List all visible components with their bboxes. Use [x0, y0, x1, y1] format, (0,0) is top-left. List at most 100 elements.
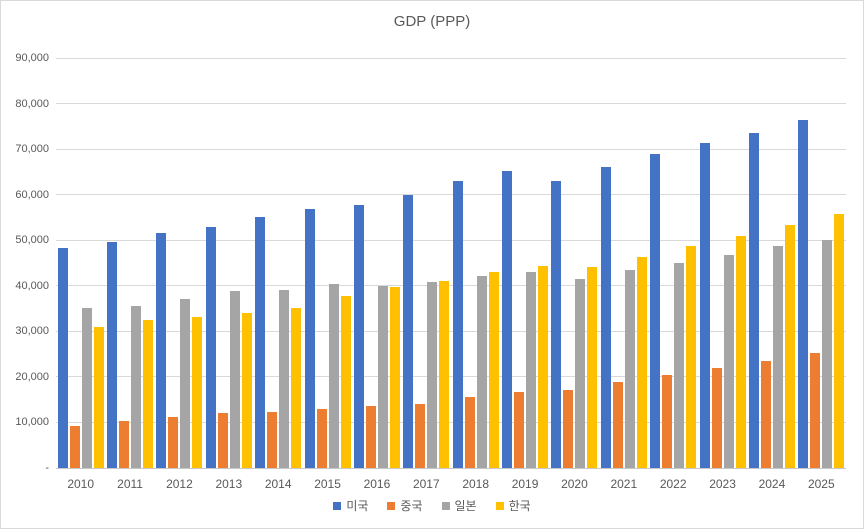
bar-한국-2023 — [735, 235, 746, 468]
bar-일본-2013 — [229, 290, 240, 468]
bar-한국-2018 — [488, 272, 499, 468]
y-axis-tick-label: - — [45, 462, 49, 474]
x-axis-label: 2024 — [758, 477, 786, 491]
bar-한국-2011 — [143, 319, 154, 468]
bar-미국-2022 — [650, 153, 661, 468]
legend-item-미국: 미국 — [333, 497, 368, 514]
bar-미국-2020 — [551, 181, 562, 468]
chart-title: GDP (PPP) — [393, 13, 471, 30]
legend-marker-icon — [495, 501, 504, 510]
bar-일본-2025 — [822, 240, 833, 468]
x-axis-label: 2011 — [117, 477, 143, 491]
bar-중국-2010 — [69, 426, 80, 468]
bar-중국-2018 — [464, 396, 475, 468]
y-axis-tick-label: 50,000 — [15, 234, 49, 247]
legend-marker-icon — [387, 501, 396, 510]
bar-한국-2025 — [834, 214, 845, 468]
bar-일본-2024 — [772, 246, 783, 468]
bar-미국-2010 — [57, 248, 68, 468]
bar-한국-2021 — [636, 256, 647, 468]
bar-일본-2014 — [279, 289, 290, 468]
x-axis-label: 2015 — [314, 477, 341, 491]
bar-미국-2012 — [156, 233, 167, 468]
y-axis-tick-label: 40,000 — [15, 279, 49, 292]
bar-한국-2022 — [686, 245, 697, 468]
bar-미국-2019 — [502, 170, 513, 468]
gridline — [56, 57, 846, 59]
legend-label: 일본 — [454, 499, 477, 513]
legend-item-한국: 한국 — [495, 497, 531, 514]
y-axis-tick-label: 10,000 — [15, 416, 49, 429]
x-axis-label: 2012 — [166, 477, 193, 491]
bar-중국-2024 — [760, 360, 771, 468]
bar-한국-2019 — [538, 265, 549, 468]
bar-일본-2022 — [674, 262, 685, 468]
y-axis-tick-label: 90,000 — [15, 52, 49, 64]
gridline — [56, 285, 846, 287]
legend-label: 미국 — [346, 499, 369, 513]
y-axis-tick-label: 30,000 — [15, 325, 49, 338]
bar-미국-2016 — [353, 204, 364, 468]
bar-미국-2017 — [403, 194, 414, 468]
bar-한국-2016 — [389, 287, 400, 468]
bar-일본-2011 — [131, 306, 142, 468]
x-axis-label: 2017 — [412, 477, 440, 491]
bar-일본-2023 — [723, 255, 734, 468]
bar-일본-2021 — [624, 269, 635, 468]
gridline — [56, 194, 846, 196]
gridline — [56, 376, 846, 378]
x-axis-line — [56, 468, 846, 469]
bar-한국-2020 — [587, 266, 598, 468]
bar-한국-2015 — [340, 295, 351, 468]
bar-한국-2010 — [93, 326, 104, 468]
bar-중국-2012 — [168, 416, 179, 468]
bar-미국-2024 — [748, 132, 759, 468]
x-axis-label: 2016 — [363, 477, 391, 491]
gridline — [56, 239, 846, 241]
bar-미국-2014 — [255, 217, 266, 468]
gridline — [56, 148, 846, 150]
bar-한국-2017 — [439, 281, 450, 468]
bar-일본-2012 — [180, 298, 191, 468]
bar-일본-2016 — [377, 285, 388, 468]
x-axis-label: 2018 — [462, 477, 490, 491]
legend-item-일본: 일본 — [441, 497, 477, 514]
bar-중국-2025 — [810, 353, 821, 468]
x-axis-label: 2013 — [215, 477, 243, 491]
x-axis-label: 2010 — [67, 477, 95, 491]
bar-일본-2018 — [476, 275, 487, 468]
bar-한국-2013 — [241, 312, 252, 468]
gridline — [56, 103, 846, 105]
bar-일본-2019 — [526, 271, 537, 468]
legend-label: 중국 — [400, 499, 423, 513]
x-axis-label: 2022 — [659, 477, 687, 491]
bar-중국-2015 — [316, 409, 327, 468]
x-axis-label: 2025 — [807, 477, 835, 491]
bar-중국-2021 — [612, 381, 623, 468]
x-axis-label: 2021 — [610, 477, 638, 491]
legend-marker-icon — [441, 501, 450, 510]
legend: 미국 중국 일본 한국 — [1, 497, 863, 514]
bar-한국-2012 — [192, 316, 203, 468]
bar-중국-2011 — [119, 421, 130, 468]
bar-한국-2024 — [784, 225, 795, 468]
x-axis-label: 2020 — [561, 477, 588, 491]
bar-중국-2017 — [415, 403, 426, 468]
bar-일본-2017 — [427, 282, 438, 468]
x-axis-label: 2014 — [264, 477, 292, 491]
bar-미국-2015 — [304, 209, 315, 468]
gridline — [56, 330, 846, 332]
bar-중국-2023 — [711, 367, 722, 468]
bar-미국-2021 — [600, 167, 611, 468]
bar-중국-2013 — [217, 413, 228, 468]
bar-중국-2014 — [267, 411, 278, 468]
y-axis-tick-label: 70,000 — [15, 143, 49, 156]
y-axis-tick-label: 60,000 — [15, 188, 49, 201]
bar-일본-2010 — [81, 308, 92, 468]
bar-한국-2014 — [291, 307, 302, 468]
bar-일본-2020 — [575, 278, 586, 468]
bar-미국-2023 — [699, 143, 710, 468]
y-axis-tick-label: 80,000 — [15, 97, 49, 110]
bar-미국-2018 — [452, 181, 463, 468]
